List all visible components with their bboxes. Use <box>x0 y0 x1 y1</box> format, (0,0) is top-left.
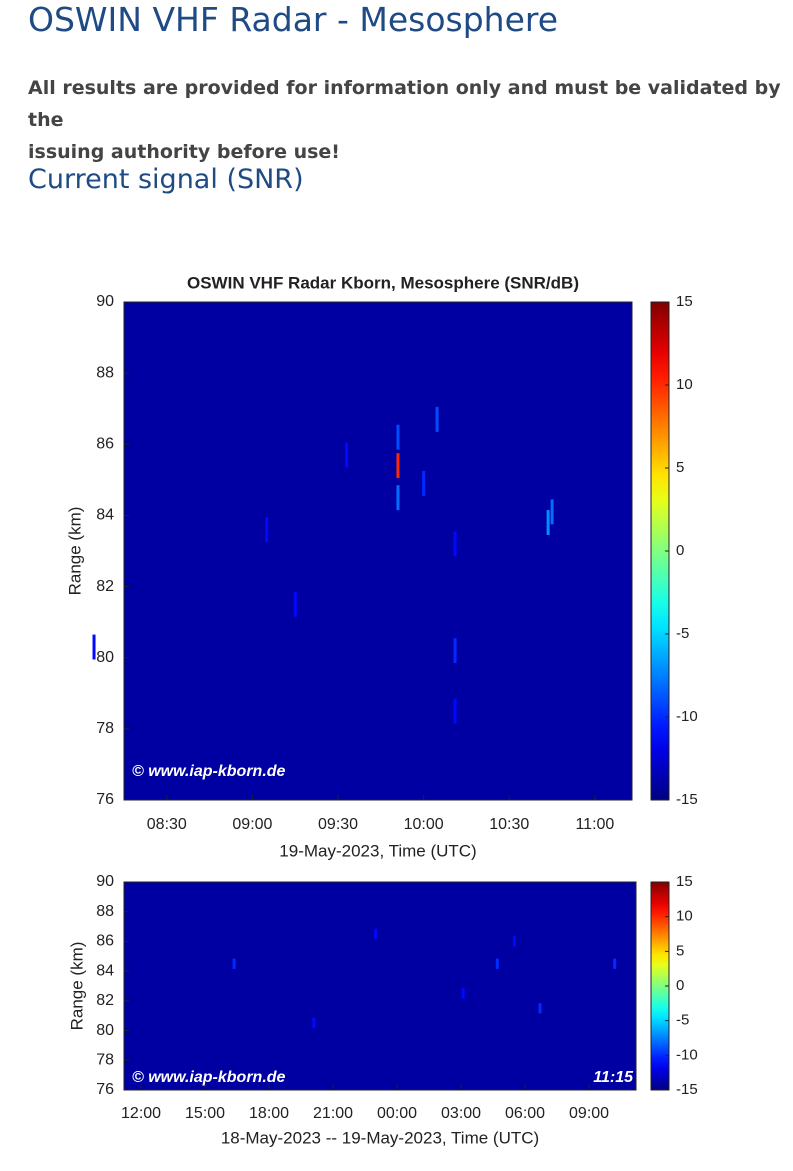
heatmap-cell <box>92 634 96 660</box>
heatmap-cell <box>422 470 426 496</box>
x-tick-label: 15:00 <box>185 1105 225 1122</box>
y-tick-label: 84 <box>96 962 114 979</box>
y-tick-label: 88 <box>96 364 114 381</box>
plot-frame <box>123 301 633 801</box>
colorbar-tick-label: -15 <box>676 1081 698 1098</box>
heatmap-cell <box>453 638 457 664</box>
plot-frame <box>123 881 637 1091</box>
x-tick-label: 03:00 <box>441 1105 481 1122</box>
colorbar-tick-label: -15 <box>676 791 698 808</box>
colorbar-tick-label: 5 <box>676 942 684 959</box>
heatmap-cell <box>453 698 457 724</box>
y-tick-label: 90 <box>96 293 114 310</box>
x-tick-label: 10:30 <box>489 816 529 833</box>
x-tick-label: 18:00 <box>249 1105 289 1122</box>
page-title: OSWIN VHF Radar - Mesosphere <box>28 0 559 39</box>
heatmap-cell <box>512 936 516 947</box>
y-tick-label: 82 <box>96 992 114 1009</box>
colorbar-tick-label: 0 <box>676 542 684 559</box>
x-axis-label: 19-May-2023, Time (UTC) <box>279 841 476 860</box>
colorbar-tick-label: 10 <box>676 908 693 925</box>
heatmap-cell <box>538 1003 542 1014</box>
watermark: © www.iap-kborn.de <box>132 1069 286 1086</box>
notice-line: issuing authority before use! <box>28 141 340 163</box>
heatmap-cell <box>435 406 439 432</box>
heatmap-cell <box>461 988 465 999</box>
chart-title: OSWIN VHF Radar Kborn, Mesosphere (SNR/d… <box>187 273 579 292</box>
y-tick-label: 90 <box>96 873 114 890</box>
heatmap-cell <box>613 958 617 969</box>
colorbar-tick-label: -5 <box>676 1012 689 1029</box>
x-tick-label: 06:00 <box>505 1105 545 1122</box>
colorbar-tick-label: 15 <box>676 873 693 890</box>
heatmap-cell <box>312 1017 316 1029</box>
y-axis-label: Range (km) <box>65 507 84 596</box>
heatmap-cell <box>550 499 554 525</box>
x-tick-label: 21:00 <box>313 1105 353 1122</box>
heatmap-cell <box>374 928 378 940</box>
x-tick-label: 00:00 <box>377 1105 417 1122</box>
y-tick-label: 78 <box>96 720 114 737</box>
heatmap-cell <box>453 531 457 557</box>
notice-line: All results are provided for information… <box>28 77 781 131</box>
timestamp: 11:15 <box>593 1069 634 1086</box>
heatmap-cell <box>345 442 349 468</box>
heatmap-cell <box>293 591 297 617</box>
heatmap-cell <box>396 453 400 479</box>
heatmap-cell <box>232 958 236 969</box>
colorbar-tick-label: -10 <box>676 1046 698 1063</box>
x-tick-label: 12:00 <box>121 1105 161 1122</box>
notice: All results are provided for information… <box>28 72 793 168</box>
heatmap-cell <box>546 510 550 535</box>
y-tick-label: 86 <box>96 933 114 950</box>
heatmap-background <box>124 302 632 800</box>
y-tick-label: 82 <box>96 578 114 595</box>
colorbar-tick-label: 5 <box>676 459 684 476</box>
x-tick-label: 08:30 <box>147 816 187 833</box>
y-tick-label: 78 <box>96 1052 114 1069</box>
colorbar-tick-label: 0 <box>676 977 684 994</box>
y-tick-label: 84 <box>96 507 114 524</box>
y-tick-label: 86 <box>96 436 114 453</box>
colorbar-tick-label: -5 <box>676 625 689 642</box>
colorbar-tick-label: 10 <box>676 376 693 393</box>
heatmap-cell <box>396 485 400 511</box>
x-tick-label: 09:30 <box>318 816 358 833</box>
x-tick-label: 09:00 <box>569 1105 609 1122</box>
heatmap-background <box>124 882 636 1090</box>
y-axis-label: Range (km) <box>67 942 86 1031</box>
colorbar-tick-label: -10 <box>676 708 698 725</box>
x-tick-label: 10:00 <box>404 816 444 833</box>
y-tick-label: 76 <box>96 1081 114 1098</box>
y-tick-label: 76 <box>96 791 114 808</box>
watermark: © www.iap-kborn.de <box>132 763 286 780</box>
x-tick-label: 11:00 <box>575 816 614 833</box>
x-tick-label: 09:00 <box>232 816 272 833</box>
heatmap-cell <box>265 517 269 543</box>
heatmap-cell <box>396 424 400 450</box>
x-axis-label: 18-May-2023 -- 19-May-2023, Time (UTC) <box>221 1128 539 1147</box>
y-tick-label: 80 <box>96 649 114 666</box>
y-tick-label: 80 <box>96 1022 114 1039</box>
y-tick-label: 88 <box>96 903 114 920</box>
heatmap-cell <box>495 958 499 969</box>
section-title: Current signal (SNR) <box>28 164 304 195</box>
colorbar-tick-label: 15 <box>676 293 693 310</box>
